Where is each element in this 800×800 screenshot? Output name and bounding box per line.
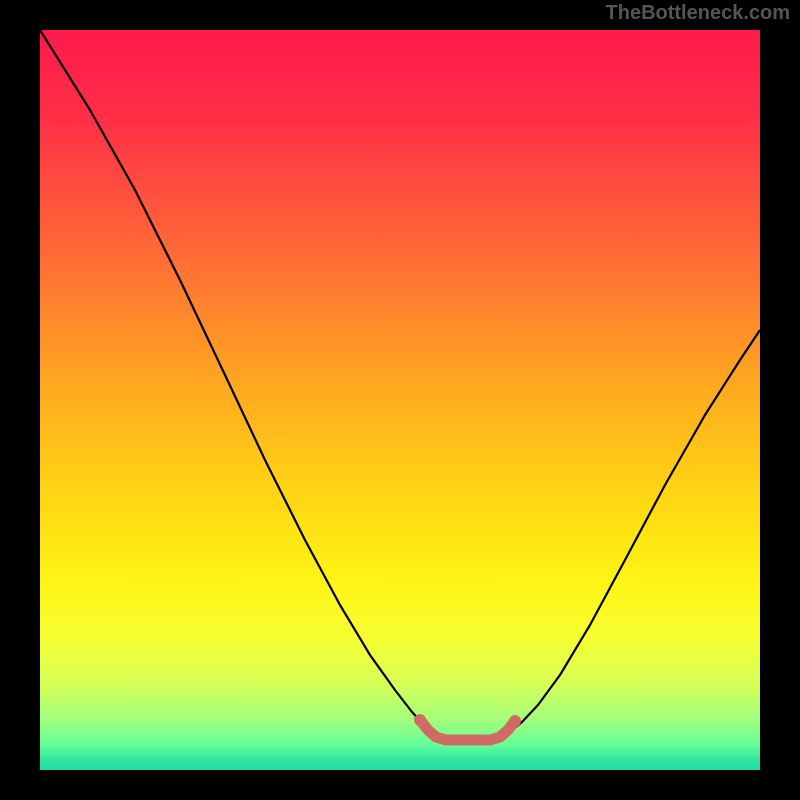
chart-frame: TheBottleneck.com: [0, 0, 800, 800]
attribution-text: TheBottleneck.com: [606, 2, 790, 25]
trough-end-dot-right: [509, 715, 521, 727]
trough-end-dot-left: [414, 714, 426, 726]
bottleneck-chart: [0, 0, 800, 800]
plot-background: [40, 30, 760, 770]
